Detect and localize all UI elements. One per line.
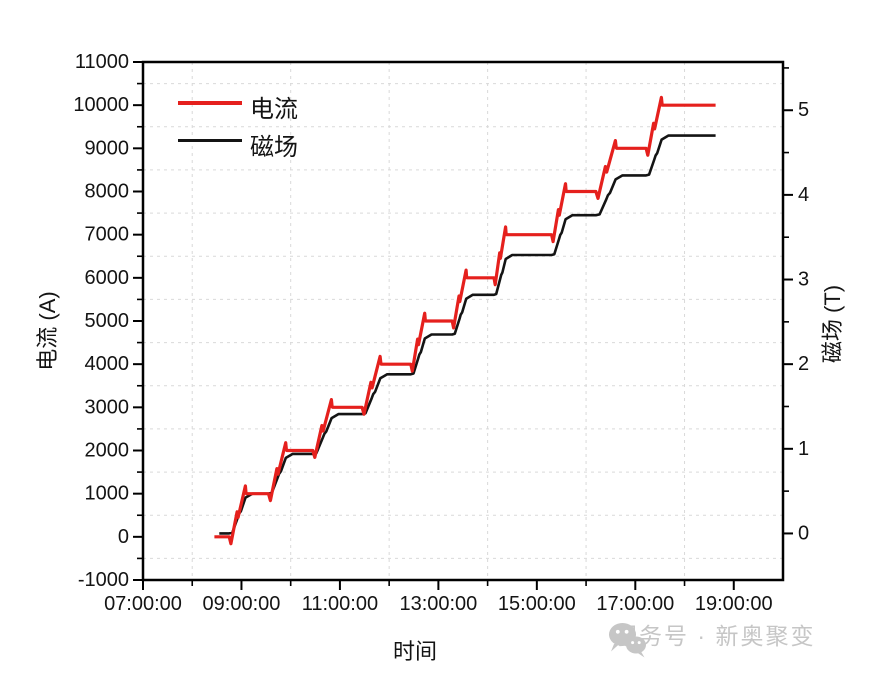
- y-left-tick-label: 1000: [85, 483, 130, 505]
- y-right-tick-label: 0: [798, 522, 809, 544]
- y-right-tick-label: 1: [798, 438, 809, 460]
- y-left-tick-label: 10000: [73, 94, 129, 116]
- y-left-tick-label: 7000: [85, 224, 130, 246]
- y-left-tick-label: 4000: [85, 353, 130, 375]
- y-axis-right-title: 磁场 (T): [820, 284, 845, 364]
- y-right-tick-label: 3: [798, 269, 809, 291]
- x-tick-label: 07:00:00: [104, 593, 182, 615]
- x-tick-label: 13:00:00: [399, 593, 477, 615]
- y-right-tick-label: 5: [798, 99, 809, 121]
- legend-label-field: 磁场: [250, 134, 298, 161]
- y-left-tick-label: 2000: [85, 440, 130, 462]
- y-axis-left-title: 电流 (A): [35, 291, 60, 371]
- legend-label-current: 电流: [250, 96, 298, 123]
- current-series-line: [214, 95, 716, 546]
- gridlines: [143, 62, 783, 580]
- axis-ticks: [133, 61, 793, 590]
- x-tick-label: 11:00:00: [302, 593, 378, 615]
- wechat-icon: [609, 623, 646, 658]
- y-right-tick-label: 2: [798, 353, 809, 375]
- y-left-tick-label: 9000: [85, 137, 130, 159]
- legend-line-current: [178, 101, 242, 105]
- y-left-tick-label: 0: [118, 526, 129, 548]
- y-left-tick-label: 3000: [85, 396, 130, 418]
- y-right-tick-label: 4: [798, 184, 809, 206]
- axis-tick-labels: -1000 0 1000 2000 3000 4000 5000 6000 7000 8000 90…: [73, 51, 809, 615]
- y-left-tick-label: 6000: [85, 267, 130, 289]
- watermark-text: 服务号 · 新奥聚变: [614, 623, 816, 649]
- y-left-tick-label: 5000: [85, 310, 130, 332]
- x-axis-title: 时间: [392, 639, 437, 664]
- y-left-tick-label: 11000: [75, 51, 129, 73]
- x-tick-label: 19:00:00: [695, 593, 773, 615]
- x-tick-label: 09:00:00: [203, 593, 281, 615]
- y-left-tick-label: 8000: [85, 181, 130, 203]
- x-tick-label: 17:00:00: [596, 593, 674, 615]
- field-series-line: [219, 134, 716, 535]
- legend-line-field: [178, 139, 242, 142]
- watermark: 服务号 · 新奥聚变: [604, 617, 816, 658]
- x-tick-label: 15:00:00: [498, 593, 576, 615]
- y-left-tick-label: -1000: [78, 569, 129, 591]
